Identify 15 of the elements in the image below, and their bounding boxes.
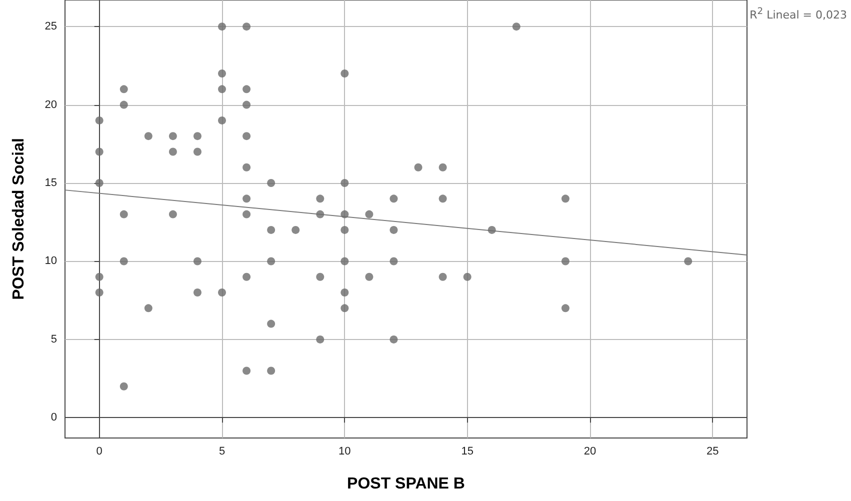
y-tick-label: 0 [50,412,57,424]
x-tick-label: 0 [96,446,102,458]
x-tick-label: 5 [218,446,226,458]
x-tick-label: 25 [706,446,719,458]
y-tick-label: 10 [44,255,57,268]
y-tick-label: 25 [44,20,57,33]
x-tick-label: 10 [338,446,351,458]
x-axis-title: POST SPANE B [347,476,465,492]
y-tick-label: 5 [50,333,57,346]
x-tick-label: 15 [461,446,474,458]
y-tick-label: 20 [44,98,57,111]
text: R$^{2}$ Lineal = 0,023 [750,6,847,22]
y-tick-label: 15 [44,177,57,190]
y-axis-title: POST Soledad Social [10,138,28,300]
x-tick-label: 20 [584,446,596,458]
